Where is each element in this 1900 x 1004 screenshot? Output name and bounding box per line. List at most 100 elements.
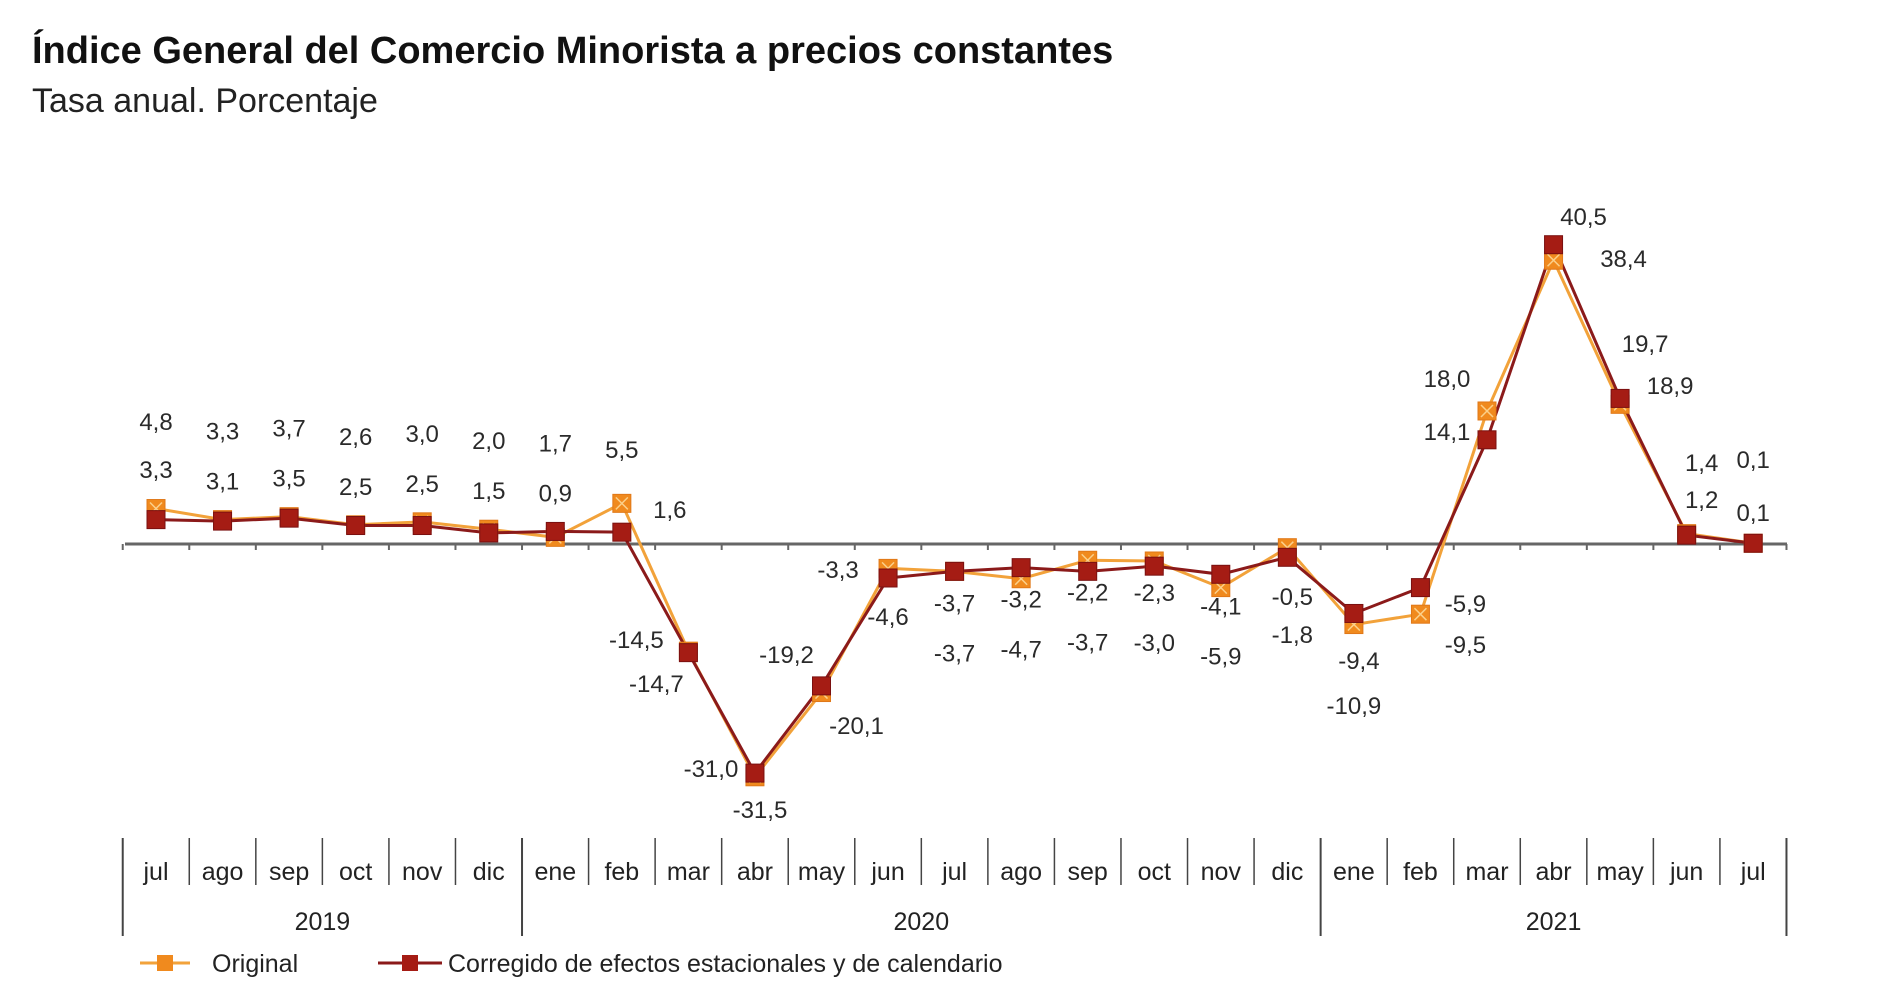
x-tick-label: oct xyxy=(339,858,372,886)
data-label-original: -4,7 xyxy=(1000,637,1041,664)
marker-corrected xyxy=(745,763,765,783)
legend-corrected-marker-icon xyxy=(402,955,418,971)
series-line-original xyxy=(155,256,1754,780)
marker-corrected xyxy=(1078,561,1098,581)
data-label-corrected: 14,1 xyxy=(1424,419,1471,446)
data-label-original: -10,9 xyxy=(1327,693,1382,720)
data-label-original: 18,9 xyxy=(1647,373,1694,400)
x-tick-label: ene xyxy=(1333,858,1375,886)
marker-corrected xyxy=(678,643,698,663)
data-label-original: 5,5 xyxy=(605,437,638,464)
marker-corrected xyxy=(1477,430,1497,450)
data-label-original: 2,0 xyxy=(472,428,505,455)
x-tick-label: ene xyxy=(534,858,576,886)
data-label-original: -3,3 xyxy=(817,557,858,584)
data-label-corrected: 2,5 xyxy=(339,474,372,501)
x-tick-label: jun xyxy=(1669,858,1703,886)
x-tick-label: ago xyxy=(1000,858,1042,886)
marker-corrected xyxy=(479,523,499,543)
marker-corrected xyxy=(1211,564,1231,584)
marker-corrected xyxy=(1410,578,1430,598)
data-label-corrected: 1,6 xyxy=(653,497,686,524)
data-label-corrected: -31,0 xyxy=(684,756,739,783)
series-line-corrected xyxy=(155,240,1754,776)
data-label-original: -31,5 xyxy=(733,797,788,824)
data-label-corrected: -1,8 xyxy=(1272,622,1313,649)
series-markers xyxy=(146,235,1763,787)
data-label-original: 0,9 xyxy=(539,480,572,507)
data-label-original: -3,7 xyxy=(934,590,975,617)
marker-corrected xyxy=(612,522,632,542)
data-label-corrected: -19,2 xyxy=(759,642,814,669)
marker-corrected xyxy=(279,508,299,528)
x-tick-label: ago xyxy=(202,858,244,886)
data-label-original: -5,9 xyxy=(1200,643,1241,670)
marker-corrected xyxy=(878,568,898,588)
marker-corrected xyxy=(213,511,233,531)
marker-corrected xyxy=(1011,558,1031,578)
x-tick-label: dic xyxy=(473,858,505,886)
x-tick-label: mar xyxy=(667,858,710,886)
data-label-original: 18,0 xyxy=(1424,366,1471,393)
x-tick-label: oct xyxy=(1138,858,1171,886)
x-tick-label: mar xyxy=(1465,858,1508,886)
marker-cross-original xyxy=(615,496,629,510)
chart-subtitle: Tasa anual. Porcentaje xyxy=(32,82,378,120)
marker-corrected xyxy=(1144,556,1164,576)
marker-corrected xyxy=(945,561,965,581)
x-tick-label: nov xyxy=(402,858,443,886)
legend-original-label: Original xyxy=(212,950,298,978)
marker-cross-original xyxy=(1480,404,1494,418)
data-label-original: 3,3 xyxy=(206,419,239,446)
data-label-corrected: -3,0 xyxy=(1134,630,1175,657)
data-label-corrected: 1,5 xyxy=(472,478,505,505)
data-label-corrected: 40,5 xyxy=(1560,204,1607,231)
marker-corrected xyxy=(1344,603,1364,623)
data-label-corrected: -4,1 xyxy=(1200,593,1241,620)
axes xyxy=(121,542,1788,550)
marker-cross-original xyxy=(1413,607,1427,621)
year-label: 2019 xyxy=(295,908,351,936)
data-label-corrected: 3,5 xyxy=(272,466,305,493)
data-label-corrected: 3,3 xyxy=(139,457,172,484)
data-label-original: -0,5 xyxy=(1272,584,1313,611)
data-label-original: -20,1 xyxy=(829,713,884,740)
data-label-corrected: 1,7 xyxy=(539,430,572,457)
data-label-original: 3,7 xyxy=(272,416,305,443)
legend-original-marker-icon xyxy=(157,955,173,971)
data-labels: 4,8 3,3 3,3 3,1 3,7 3,5 2,6 2,5 3,0 2,5 2,0 1,5 0,9 1… xyxy=(139,204,1770,824)
data-label-corrected: -4,6 xyxy=(867,604,908,631)
data-label-corrected: 0,1 xyxy=(1737,500,1770,527)
data-label-corrected: 2,5 xyxy=(406,471,439,498)
data-label-corrected: -9,4 xyxy=(1338,648,1379,675)
x-tick-label: may xyxy=(1596,858,1644,886)
x-tick-label: abr xyxy=(737,858,773,886)
x-tick-label: dic xyxy=(1271,858,1303,886)
data-label-original: 1,4 xyxy=(1685,450,1718,477)
data-label-original: 38,4 xyxy=(1600,246,1647,273)
data-label-original: -2,2 xyxy=(1067,579,1108,606)
x-tick-label: jun xyxy=(870,858,904,886)
data-label-original: -2,3 xyxy=(1134,580,1175,607)
x-tick-label: abr xyxy=(1535,858,1571,886)
x-tick-label: feb xyxy=(604,858,639,886)
data-label-corrected: -3,7 xyxy=(1067,629,1108,656)
data-label-corrected: 3,1 xyxy=(206,469,239,496)
x-tick-label: jul xyxy=(941,858,967,886)
year-label: 2020 xyxy=(894,908,950,936)
marker-corrected xyxy=(1277,547,1297,567)
legend-corrected-label: Corregido de efectos estacionales y de c… xyxy=(448,950,1003,978)
data-label-original: -14,5 xyxy=(609,627,664,654)
x-tick-label: may xyxy=(798,858,846,886)
series-lines xyxy=(155,240,1754,780)
data-label-original: -9,5 xyxy=(1445,632,1486,659)
data-label-corrected: -3,7 xyxy=(934,640,975,667)
legend: Original Corregido de efectos estacional… xyxy=(140,950,1003,978)
marker-corrected xyxy=(1677,525,1697,545)
x-tick-label: sep xyxy=(1068,858,1108,886)
x-tick-label: sep xyxy=(269,858,309,886)
marker-cross-original xyxy=(1547,253,1561,267)
data-label-corrected: -5,9 xyxy=(1445,591,1486,618)
marker-corrected xyxy=(1544,235,1564,255)
